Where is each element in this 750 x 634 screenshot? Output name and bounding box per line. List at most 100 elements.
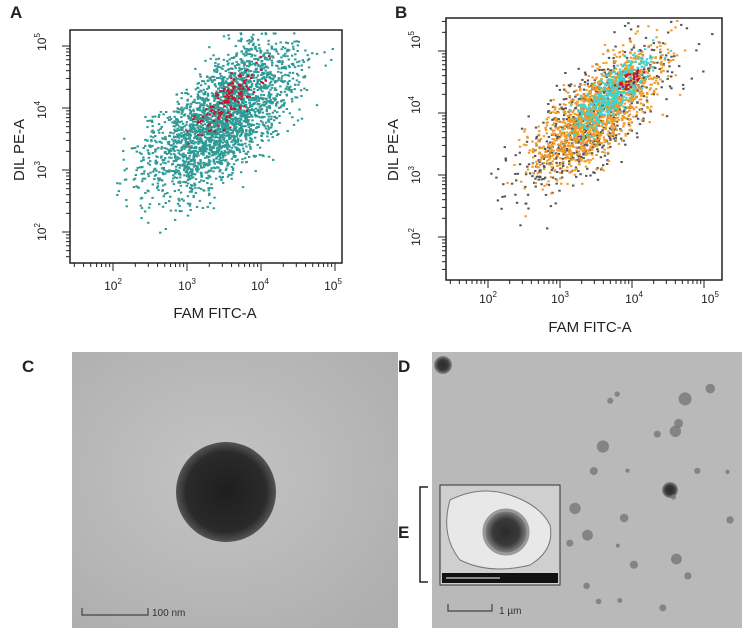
event-dot: [593, 131, 595, 133]
event-dot: [169, 196, 171, 198]
event-dot: [192, 118, 194, 120]
event-dot: [172, 149, 174, 151]
event-dot: [188, 150, 190, 152]
event-dot: [255, 95, 257, 97]
event-dot: [563, 84, 565, 86]
event-dot: [620, 138, 622, 140]
event-dot: [266, 50, 268, 52]
event-dot: [183, 137, 185, 139]
event-dot: [245, 153, 247, 155]
event-dot: [593, 145, 595, 147]
event-dot: [588, 117, 590, 119]
event-dot: [222, 113, 224, 115]
event-dot: [253, 88, 255, 90]
event-dot: [293, 124, 295, 126]
event-dot: [162, 132, 164, 134]
event-dot: [648, 78, 650, 80]
event-dot: [543, 162, 545, 164]
event-dot: [618, 52, 620, 54]
event-dot: [230, 77, 232, 79]
event-dot: [165, 228, 167, 230]
event-dot: [197, 87, 199, 89]
event-dot: [556, 179, 558, 181]
event-dot: [223, 138, 225, 140]
event-dot: [166, 153, 168, 155]
event-dot: [668, 65, 670, 67]
event-dot: [204, 60, 206, 62]
event-dot: [228, 38, 230, 40]
event-dot: [178, 205, 180, 207]
event-dot: [579, 87, 581, 89]
event-dot: [583, 157, 585, 159]
event-dot: [294, 53, 296, 55]
event-dot: [260, 120, 262, 122]
event-dot: [613, 54, 615, 56]
event-dot: [224, 93, 226, 95]
event-dot: [267, 139, 269, 141]
event-dot: [552, 160, 554, 162]
event-dot: [262, 155, 264, 157]
x-tick-label: 103: [178, 277, 196, 293]
event-dot: [217, 109, 219, 111]
event-dot: [198, 114, 200, 116]
event-dot: [189, 130, 191, 132]
event-dot: [200, 147, 202, 149]
tick-exponent: 5: [33, 33, 42, 38]
x-tick-label: 102: [479, 290, 497, 306]
event-dot: [580, 160, 582, 162]
event-dot: [284, 55, 286, 57]
event-dot: [178, 152, 180, 154]
event-dot: [207, 100, 209, 102]
event-dot: [222, 157, 224, 159]
event-dot: [563, 143, 565, 145]
event-dot: [164, 147, 166, 149]
event-dot: [199, 130, 201, 132]
event-dot: [223, 133, 225, 135]
event-dot: [203, 93, 205, 95]
tick-exponent: 3: [33, 161, 42, 166]
event-dot: [267, 120, 269, 122]
event-dot: [672, 59, 674, 61]
event-dot: [609, 127, 611, 129]
event-dot: [189, 203, 191, 205]
event-dot: [544, 154, 546, 156]
event-dot: [198, 107, 200, 109]
event-dot: [559, 104, 561, 106]
event-dot: [593, 84, 595, 86]
event-dot: [233, 163, 235, 165]
event-dot: [231, 72, 233, 74]
event-dot: [147, 173, 149, 175]
event-dot: [555, 112, 557, 114]
event-dot: [614, 60, 616, 62]
event-dot: [242, 97, 244, 99]
event-dot: [234, 100, 236, 102]
event-dot: [559, 126, 561, 128]
event-dot: [189, 124, 191, 126]
event-dot: [208, 85, 210, 87]
event-dot: [307, 54, 309, 56]
event-dot: [237, 140, 239, 142]
event-dot: [550, 192, 552, 194]
event-dot: [594, 70, 596, 72]
event-dot: [640, 70, 642, 72]
event-dot: [597, 150, 599, 152]
event-dot: [178, 137, 180, 139]
event-dot: [284, 67, 286, 69]
event-dot: [667, 75, 669, 77]
event-dot: [137, 145, 139, 147]
event-dot: [247, 75, 249, 77]
event-dot: [525, 215, 527, 217]
event-dot: [187, 99, 189, 101]
event-dot: [643, 45, 645, 47]
event-dot: [291, 98, 293, 100]
event-dot: [180, 185, 182, 187]
event-dot: [520, 181, 522, 183]
event-dot: [158, 132, 160, 134]
event-dot: [213, 120, 215, 122]
event-dot: [629, 40, 631, 42]
event-dot: [233, 108, 235, 110]
event-dot: [218, 112, 220, 114]
event-dot: [167, 161, 169, 163]
event-dot: [225, 70, 227, 72]
event-dot: [579, 173, 581, 175]
